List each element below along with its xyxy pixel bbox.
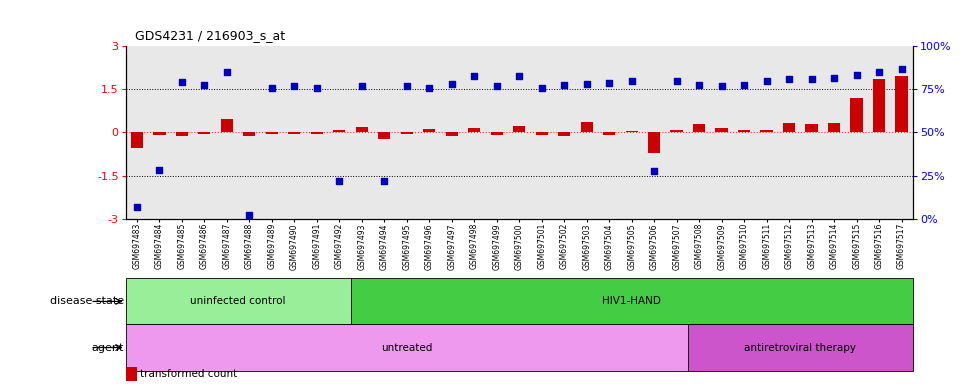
Bar	[558, 132, 570, 136]
Bar	[760, 131, 773, 132]
Bar	[716, 128, 727, 132]
Point	[579, 81, 594, 87]
Point	[331, 178, 347, 185]
Text: uninfected control: uninfected control	[190, 296, 286, 306]
Point	[894, 66, 909, 72]
Point	[556, 82, 572, 88]
Bar	[130, 132, 143, 148]
Point	[714, 83, 729, 89]
Point	[377, 178, 392, 185]
Bar	[806, 124, 818, 132]
Point	[242, 212, 257, 218]
Bar	[351, 278, 913, 324]
Bar	[693, 124, 705, 132]
Bar	[783, 123, 795, 132]
Bar	[445, 132, 458, 136]
Bar	[126, 278, 351, 324]
Point	[489, 83, 504, 89]
Bar	[176, 132, 188, 136]
Text: GDS4231 / 216903_s_at: GDS4231 / 216903_s_at	[135, 29, 285, 42]
Bar	[401, 132, 412, 134]
Point	[421, 85, 437, 91]
Bar	[603, 132, 615, 136]
Point	[264, 85, 279, 91]
Point	[646, 168, 662, 174]
Bar	[828, 123, 840, 132]
Point	[152, 167, 167, 173]
Point	[827, 74, 842, 81]
Bar	[378, 132, 390, 139]
Bar	[648, 132, 661, 153]
Bar	[198, 132, 211, 134]
Point	[624, 78, 639, 84]
Text: antiretroviral therapy: antiretroviral therapy	[745, 343, 857, 353]
Bar	[154, 132, 165, 135]
Text: transformed count: transformed count	[140, 369, 238, 379]
Point	[692, 82, 707, 88]
Point	[219, 69, 235, 75]
Point	[129, 204, 145, 210]
Point	[781, 76, 797, 82]
Point	[736, 82, 752, 88]
Bar	[126, 324, 688, 371]
Point	[287, 83, 302, 89]
Point	[399, 83, 414, 89]
Point	[309, 85, 325, 91]
Bar	[333, 130, 346, 132]
Point	[174, 79, 189, 85]
Text: untreated: untreated	[381, 343, 433, 353]
Bar	[688, 324, 913, 371]
Point	[467, 73, 482, 79]
Bar	[670, 131, 683, 132]
Bar	[311, 132, 323, 134]
Point	[354, 83, 369, 89]
Bar	[243, 132, 255, 136]
Point	[759, 78, 775, 84]
Bar	[266, 132, 278, 134]
Point	[668, 78, 684, 84]
Bar	[626, 131, 638, 132]
Bar	[738, 130, 751, 132]
Bar	[535, 132, 548, 135]
Bar	[513, 126, 526, 132]
Bar	[423, 129, 436, 132]
Point	[197, 82, 213, 88]
Bar	[895, 76, 908, 132]
Text: HIV1-HAND: HIV1-HAND	[602, 296, 661, 306]
Point	[804, 76, 819, 82]
Bar	[355, 127, 368, 132]
Point	[849, 72, 865, 78]
Bar	[581, 121, 593, 132]
Point	[444, 81, 460, 87]
Text: agent: agent	[91, 343, 124, 353]
Point	[871, 69, 887, 75]
Bar	[873, 79, 885, 132]
Point	[512, 73, 527, 79]
Bar	[288, 132, 300, 134]
Text: disease state: disease state	[49, 296, 124, 306]
Bar	[469, 128, 480, 132]
Point	[534, 85, 550, 91]
Point	[602, 80, 617, 86]
Bar	[220, 119, 233, 132]
Bar	[491, 132, 503, 135]
Bar	[850, 98, 863, 132]
